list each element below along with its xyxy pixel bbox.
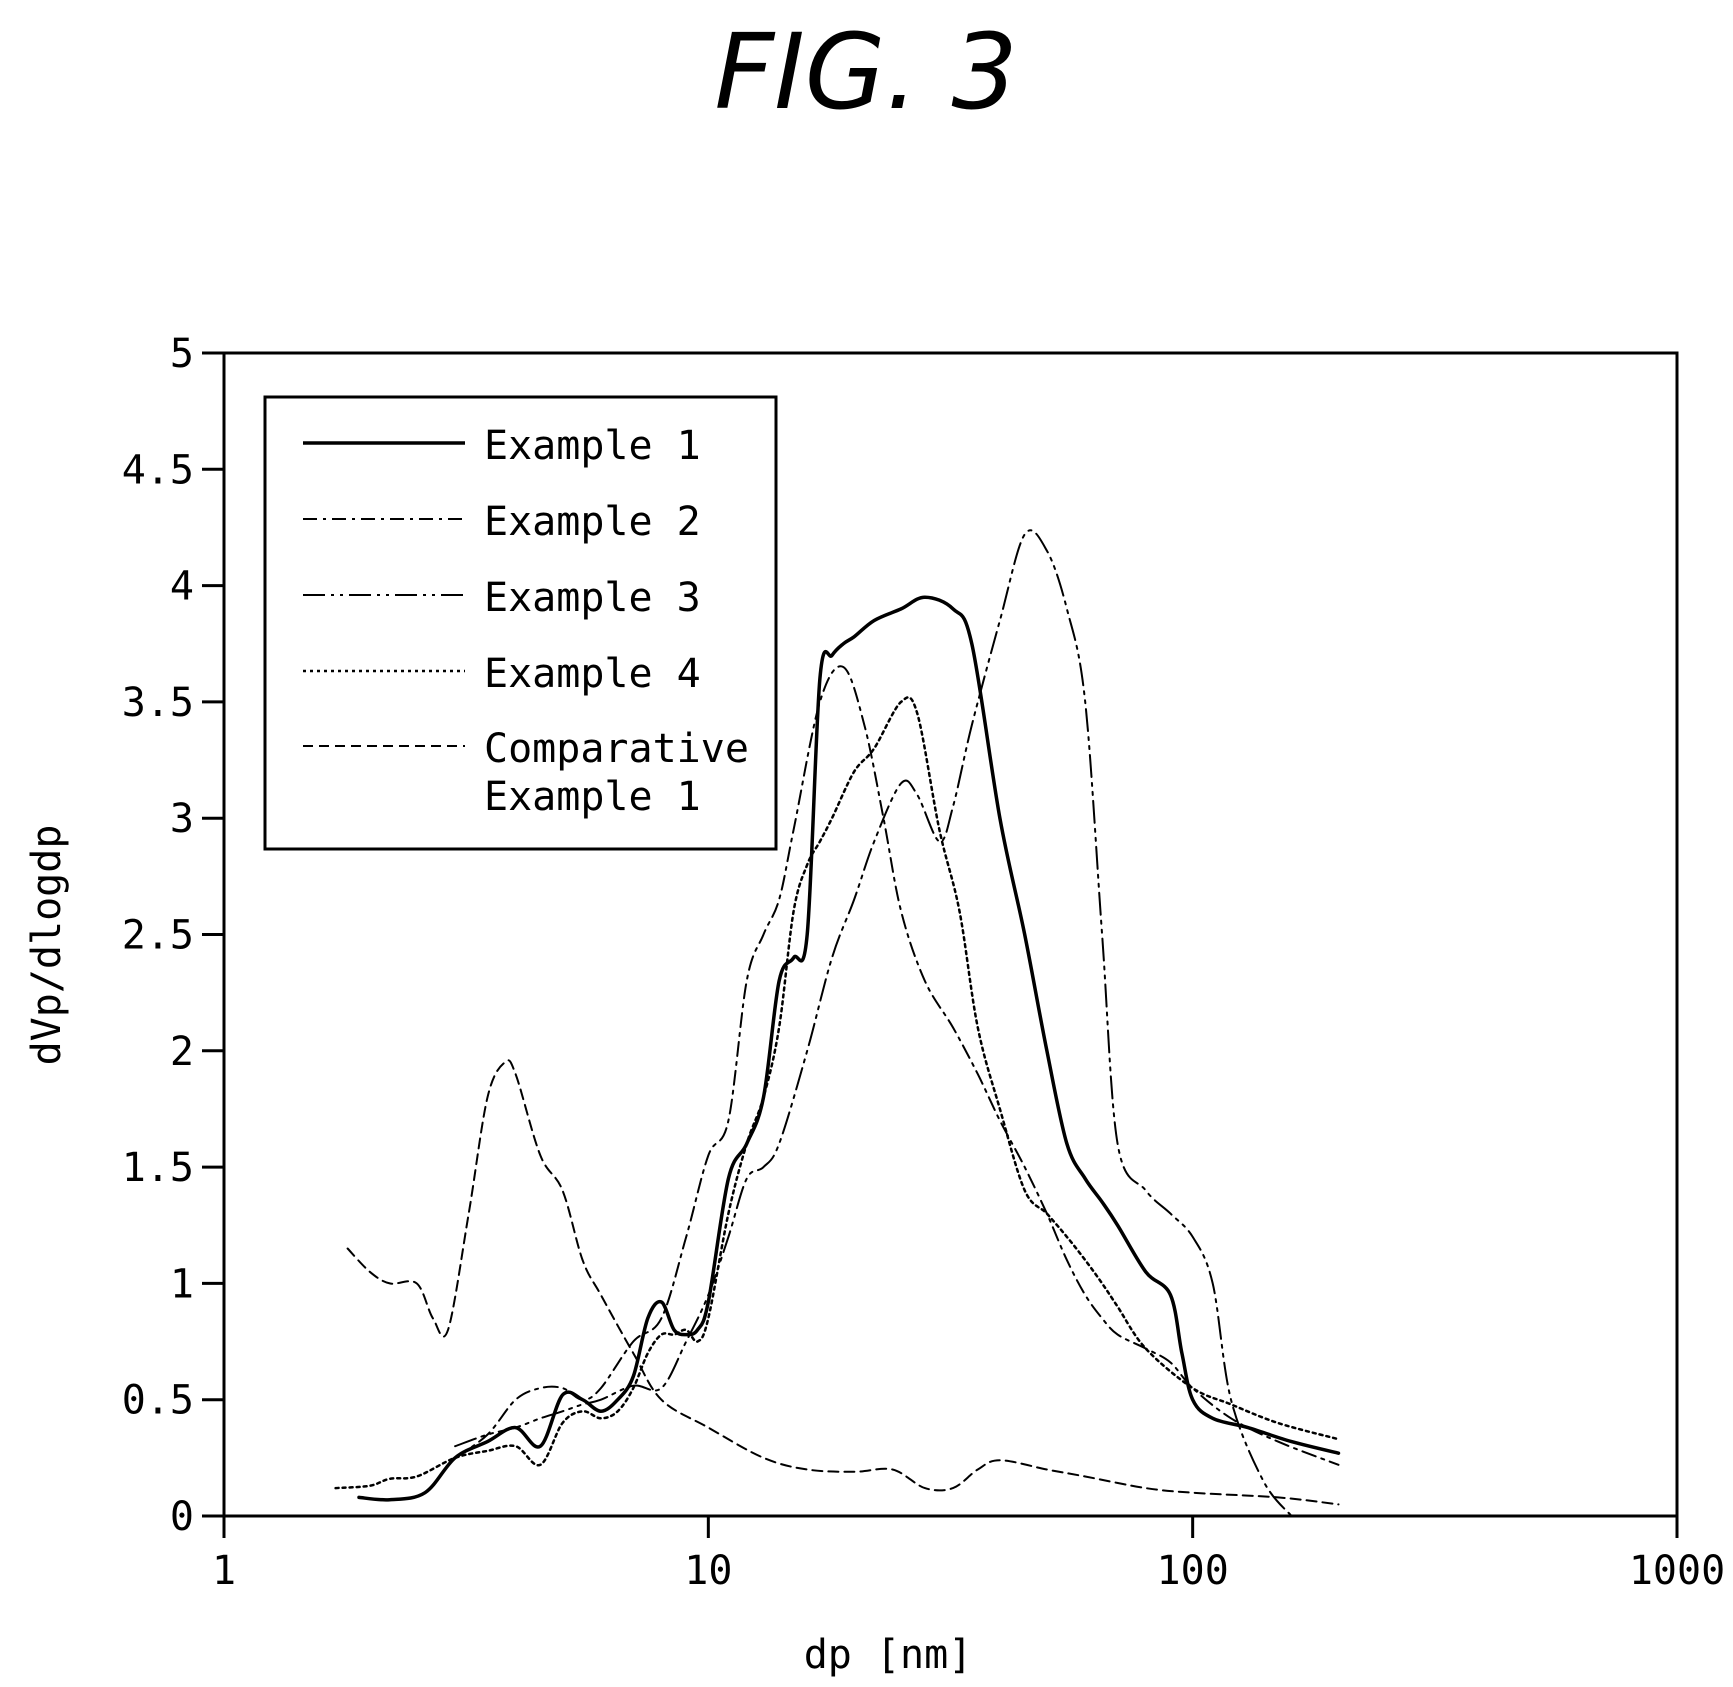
x-axis: 1 10 100 1000 (212, 1516, 1725, 1594)
legend-label-4: Example 4 (484, 651, 701, 697)
series-line-1 (357, 595, 1341, 1502)
y-tick-label: 0.5 (122, 1378, 194, 1424)
y-tick-label: 2 (170, 1029, 194, 1075)
y-tick-label: 2.5 (122, 913, 194, 959)
y-tick-label: 4.5 (122, 447, 194, 493)
y-tick-label: 5 (170, 331, 194, 377)
y-tick-label: 1.5 (122, 1145, 194, 1191)
legend-label-3: Example 3 (484, 575, 701, 621)
y-tick-label: 4 (170, 564, 194, 610)
series-group (334, 529, 1341, 1517)
y-axis: 0 0.5 1 1.5 2 2.5 3 3.5 4 4.5 5 (122, 331, 224, 1540)
figure-title: FIG. 3 (714, 11, 1017, 133)
legend-label-2: Example 2 (484, 499, 701, 545)
series-line-3 (454, 529, 1293, 1517)
y-tick-label: 0 (170, 1494, 194, 1540)
y-tick-label: 3.5 (122, 680, 194, 726)
series-line-2 (454, 665, 1340, 1466)
y-tick-label: 3 (170, 796, 194, 842)
legend-box (263, 395, 778, 851)
x-tick-label: 1000 (1629, 1548, 1725, 1594)
x-tick-label: 1 (212, 1548, 236, 1594)
series-line-5 (346, 1059, 1340, 1506)
x-axis-label: dp [nm] (804, 1632, 973, 1678)
legend-label-5-line2: Example 1 (484, 774, 701, 820)
legend: Example 1 Example 2 Example 3 Example 4 Comp… (263, 395, 778, 851)
x-tick-label: 10 (684, 1548, 732, 1594)
y-tick-label: 1 (170, 1261, 194, 1307)
legend-label-5: Comparative (484, 726, 749, 772)
legend-label-1: Example 1 (484, 423, 701, 469)
x-tick-label: 100 (1157, 1548, 1229, 1594)
y-axis-label: dVp/dlogdp (24, 825, 70, 1066)
